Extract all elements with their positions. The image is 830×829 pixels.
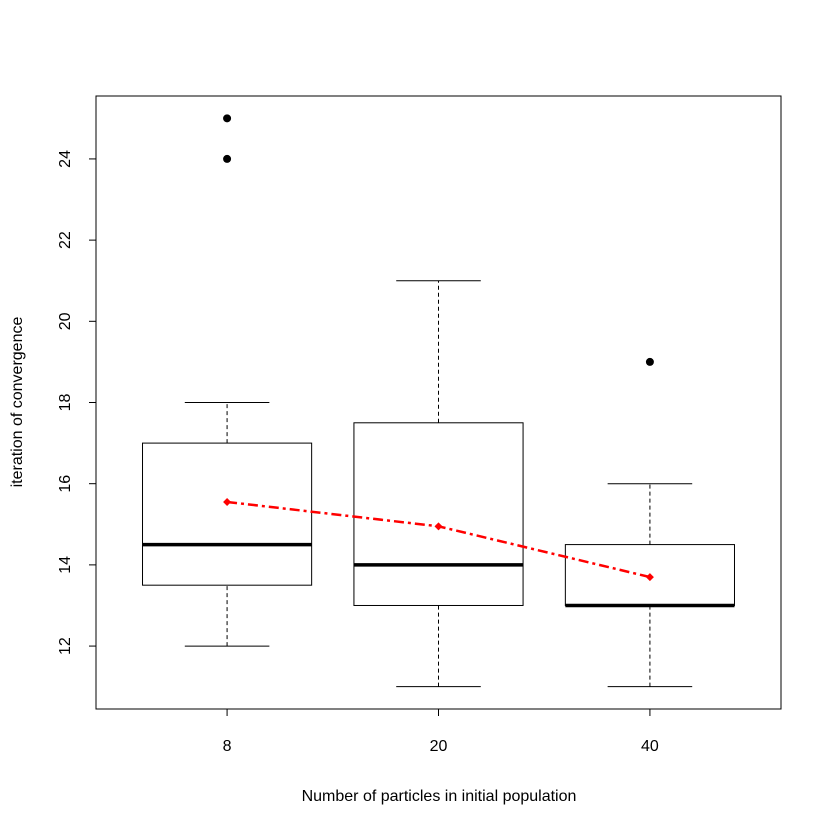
mean-point — [645, 573, 654, 582]
x-tick-label: 20 — [430, 738, 448, 755]
y-tick-label: 20 — [57, 312, 74, 330]
outlier — [223, 154, 232, 163]
outlier — [645, 357, 654, 366]
y-axis-label: iteration of convergence — [9, 317, 26, 488]
y-tick-label: 18 — [57, 394, 74, 412]
y-tick-label: 24 — [57, 150, 74, 168]
outlier — [223, 114, 232, 123]
y-tick-label: 22 — [57, 231, 74, 249]
x-tick-label: 40 — [641, 738, 659, 755]
x-tick-label: 8 — [223, 738, 232, 755]
mean-point — [434, 522, 443, 531]
x-axis-label: Number of particles in initial populatio… — [302, 788, 577, 805]
y-tick-label: 14 — [57, 556, 74, 574]
mean-point — [223, 497, 232, 506]
y-tick-label: 16 — [57, 475, 74, 493]
y-tick-label: 12 — [57, 637, 74, 655]
box — [142, 442, 313, 586]
box — [353, 422, 524, 606]
